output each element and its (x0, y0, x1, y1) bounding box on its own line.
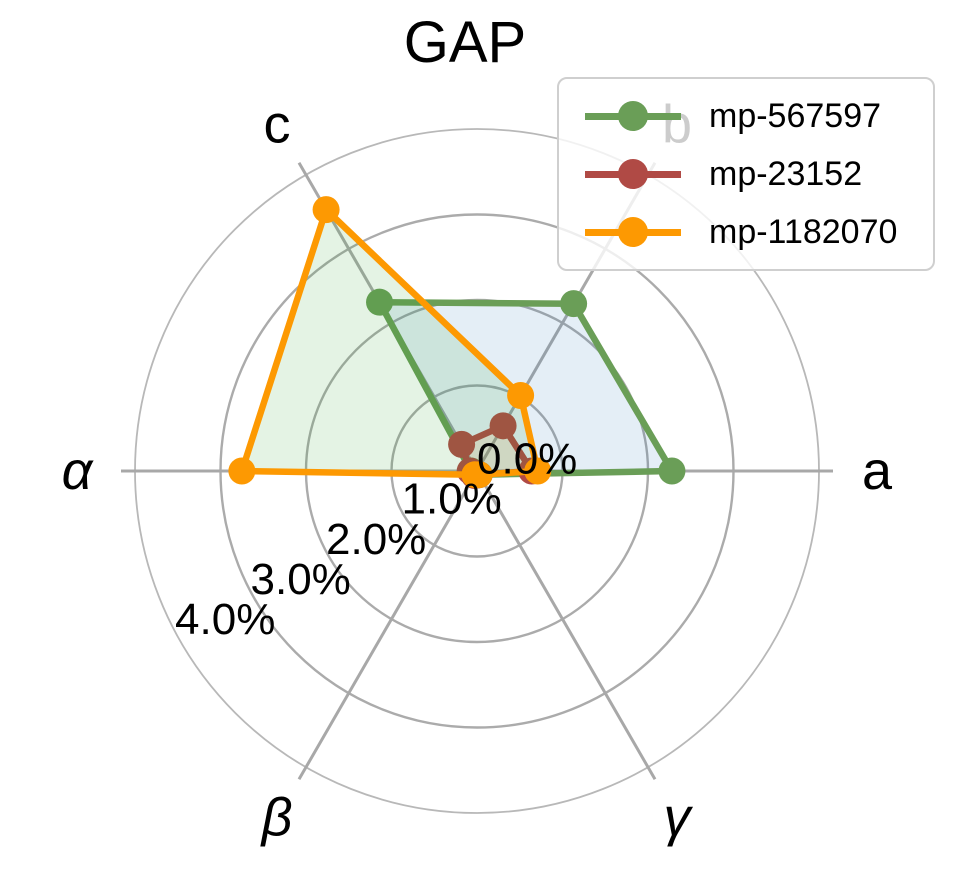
legend-label: mp-23152 (709, 155, 863, 193)
radial-tick-labels: 0.0%1.0%2.0%3.0%4.0% (175, 435, 577, 645)
data-point-mp-1182070-alpha (228, 457, 256, 485)
legend: mp-567597 mp-23152 mp-1182070 (557, 77, 935, 271)
r-tick-label: 0.0% (477, 435, 577, 484)
data-point-mp-1182070-c (312, 196, 340, 224)
series-fill-mp-1182070 (241, 209, 538, 475)
legend-item: mp-23152 (585, 148, 933, 200)
data-point-mp-23152-c (448, 430, 476, 458)
legend-marker-red (585, 158, 681, 190)
legend-label: mp-1182070 (709, 213, 898, 251)
data-point-mp-23152-b (489, 412, 517, 440)
spoke-gamma (475, 470, 657, 781)
data-point-mp-567597-a (658, 457, 686, 485)
data-point-mp-567597-c (366, 288, 394, 316)
axis-label-beta: β (260, 787, 293, 847)
legend-marker-orange (585, 216, 681, 248)
series-polygons (228, 196, 686, 489)
spoke-beta (297, 470, 479, 781)
r-tick-label: 3.0% (251, 555, 351, 604)
chart-title: GAP (404, 10, 527, 75)
r-tick-label: 1.0% (402, 475, 502, 524)
data-point-mp-567597-b (560, 290, 588, 318)
r-tick-label: 2.0% (326, 515, 426, 564)
legend-dot-swatch (618, 101, 648, 131)
data-point-mp-1182070-b (507, 381, 535, 409)
axis-label-gamma: γ (664, 787, 694, 847)
axis-label-alpha: α (62, 441, 95, 501)
legend-dot-swatch (618, 159, 648, 189)
axis-label-a: a (862, 441, 893, 501)
legend-dot-swatch (618, 217, 648, 247)
data-point-mp-1182070-gamma (465, 461, 493, 489)
legend-label: mp-567597 (709, 97, 882, 135)
legend-item: mp-567597 (585, 90, 933, 142)
legend-item: mp-1182070 (585, 206, 933, 258)
legend-marker-green (585, 100, 681, 132)
axis-label-c: c (264, 95, 291, 155)
data-point-mp-1182070-a (524, 457, 552, 485)
r-tick-label: 4.0% (175, 595, 275, 644)
